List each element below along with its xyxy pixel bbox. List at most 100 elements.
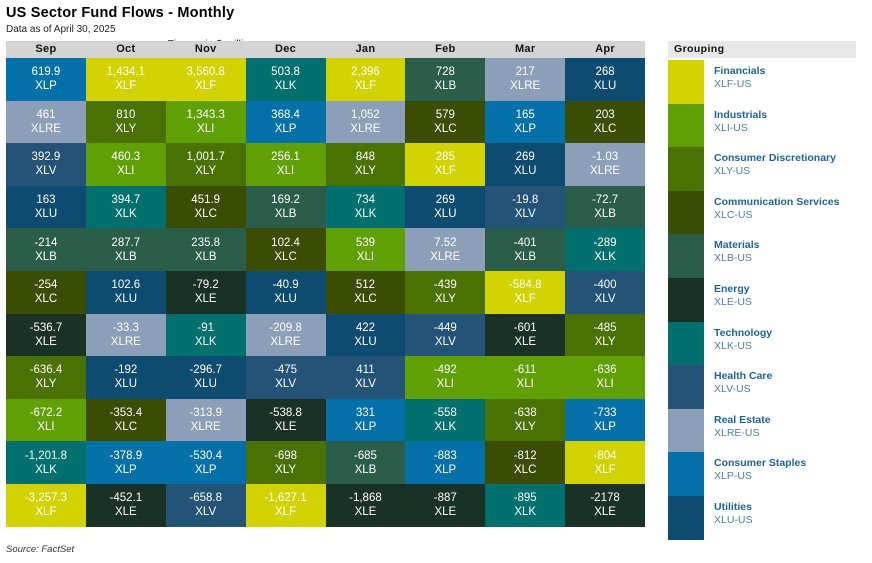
heatmap-cell[interactable]: 102.6 XLU bbox=[85, 270, 166, 314]
heatmap-cell[interactable]: -1,627.1 XLF bbox=[245, 483, 326, 527]
heatmap-cell[interactable]: -296.7 XLU bbox=[165, 356, 246, 399]
heatmap-cell[interactable]: 2,396 XLF bbox=[325, 58, 406, 101]
heatmap-cell[interactable]: -672.2 XLI bbox=[6, 398, 86, 442]
heatmap-cell[interactable]: -658.8 XLV bbox=[165, 483, 246, 527]
heatmap-cell[interactable]: -887 XLE bbox=[405, 483, 486, 527]
heatmap-cell[interactable]: -538.8 XLE bbox=[245, 398, 326, 442]
heatmap-cell[interactable]: 102.4 XLC bbox=[245, 228, 326, 271]
heatmap-cell[interactable]: -79.2 XLE bbox=[165, 270, 246, 314]
legend-item-xlc[interactable]: Communication Services XLC-US bbox=[668, 190, 864, 235]
heatmap-cell[interactable]: 203 XLC bbox=[565, 100, 645, 144]
heatmap-cell[interactable]: -209.8 XLRE bbox=[245, 313, 326, 357]
month-header-dec[interactable]: Dec bbox=[275, 43, 297, 55]
heatmap-cell[interactable]: 422 XLU bbox=[325, 313, 406, 357]
heatmap-cell[interactable]: -584.8 XLF bbox=[485, 270, 566, 314]
heatmap-cell[interactable]: 539 XLI bbox=[325, 228, 406, 271]
heatmap-cell[interactable]: -698 XLY bbox=[245, 441, 326, 484]
legend-item-xlb[interactable]: Materials XLB-US bbox=[668, 234, 864, 278]
heatmap-cell[interactable]: 579 XLC bbox=[405, 100, 486, 144]
heatmap-cell[interactable]: -733 XLP bbox=[565, 398, 645, 442]
heatmap-cell[interactable]: 7.52 XLRE bbox=[405, 228, 486, 271]
heatmap-cell[interactable]: -530.4 XLP bbox=[165, 441, 246, 484]
heatmap-cell[interactable]: -192 XLU bbox=[85, 356, 166, 399]
heatmap-cell[interactable]: 392.9 XLV bbox=[6, 143, 86, 186]
heatmap-cell[interactable]: 268 XLU bbox=[565, 58, 645, 101]
heatmap-cell[interactable]: -485 XLY bbox=[565, 313, 645, 357]
heatmap-cell[interactable]: -313.9 XLRE bbox=[165, 398, 246, 442]
heatmap-cell[interactable]: -40.9 XLU bbox=[245, 270, 326, 314]
heatmap-cell[interactable]: 368.4 XLP bbox=[245, 100, 326, 144]
legend-item-xlu[interactable]: Utilities XLU-US bbox=[668, 495, 864, 540]
heatmap-cell[interactable]: -475 XLV bbox=[245, 356, 326, 399]
heatmap-cell[interactable]: 461 XLRE bbox=[6, 100, 86, 144]
heatmap-cell[interactable]: -638 XLY bbox=[485, 398, 566, 442]
heatmap-cell[interactable]: -895 XLK bbox=[485, 483, 566, 527]
heatmap-cell[interactable]: 411 XLV bbox=[325, 356, 406, 399]
heatmap-cell[interactable]: -214 XLB bbox=[6, 228, 86, 271]
heatmap-cell[interactable]: 169.2 XLB bbox=[245, 185, 326, 229]
heatmap-cell[interactable]: -72.7 XLB bbox=[565, 185, 645, 229]
month-header-apr[interactable]: Apr bbox=[595, 43, 615, 55]
heatmap-cell[interactable]: 728 XLB bbox=[405, 58, 486, 101]
heatmap-cell[interactable]: 1,052 XLRE bbox=[325, 100, 406, 144]
heatmap-cell[interactable]: -685 XLB bbox=[325, 441, 406, 484]
month-header-feb[interactable]: Feb bbox=[435, 43, 456, 55]
heatmap-cell[interactable]: 460.3 XLI bbox=[85, 143, 166, 186]
legend-item-xlv[interactable]: Health Care XLV-US bbox=[668, 365, 864, 409]
heatmap-cell[interactable]: -254 XLC bbox=[6, 270, 86, 314]
heatmap-cell[interactable]: -439 XLY bbox=[405, 270, 486, 314]
month-header-oct[interactable]: Oct bbox=[116, 43, 136, 55]
heatmap-cell[interactable]: -601 XLE bbox=[485, 313, 566, 357]
heatmap-cell[interactable]: 1,343.3 XLI bbox=[165, 100, 246, 144]
heatmap-cell[interactable]: -812 XLC bbox=[485, 441, 566, 484]
heatmap-cell[interactable]: -636 XLI bbox=[565, 356, 645, 399]
heatmap-cell[interactable]: 810 XLY bbox=[85, 100, 166, 144]
heatmap-cell[interactable]: -353.4 XLC bbox=[85, 398, 166, 442]
legend-item-xli[interactable]: Industrials XLI-US bbox=[668, 103, 864, 148]
heatmap-cell[interactable]: -3,257.3 XLF bbox=[6, 483, 86, 527]
heatmap-cell[interactable]: 3,560.8 XLF bbox=[165, 58, 246, 101]
heatmap-cell[interactable]: 165 XLP bbox=[485, 100, 566, 144]
heatmap-cell[interactable]: 503.8 XLK bbox=[245, 58, 326, 101]
legend-item-xle[interactable]: Energy XLE-US bbox=[668, 277, 864, 322]
month-header-nov[interactable]: Nov bbox=[194, 43, 217, 55]
heatmap-cell[interactable]: -91 XLK bbox=[165, 313, 246, 357]
heatmap-cell[interactable]: -611 XLI bbox=[485, 356, 566, 399]
heatmap-cell[interactable]: 287.7 XLB bbox=[85, 228, 166, 271]
month-header-sep[interactable]: Sep bbox=[35, 43, 57, 55]
heatmap-cell[interactable]: 269 XLU bbox=[485, 143, 566, 186]
heatmap-cell[interactable]: 394.7 XLK bbox=[85, 185, 166, 229]
heatmap-cell[interactable]: -19.8 XLV bbox=[485, 185, 566, 229]
legend-item-xly[interactable]: Consumer Discretionary XLY-US bbox=[668, 147, 864, 191]
heatmap-cell[interactable]: 331 XLP bbox=[325, 398, 406, 442]
heatmap-cell[interactable]: 848 XLY bbox=[325, 143, 406, 186]
heatmap-cell[interactable]: -449 XLV bbox=[405, 313, 486, 357]
heatmap-cell[interactable]: -289 XLK bbox=[565, 228, 645, 271]
heatmap-cell[interactable]: -558 XLK bbox=[405, 398, 486, 442]
heatmap-cell[interactable]: -1,201.8 XLK bbox=[6, 441, 86, 484]
heatmap-cell[interactable]: -536.7 XLE bbox=[6, 313, 86, 357]
heatmap-cell[interactable]: -401 XLB bbox=[485, 228, 566, 271]
heatmap-cell[interactable]: -883 XLP bbox=[405, 441, 486, 484]
month-header-jan[interactable]: Jan bbox=[355, 43, 376, 55]
heatmap-cell[interactable]: -2178 XLE bbox=[565, 483, 645, 527]
heatmap-cell[interactable]: 1,001.7 XLY bbox=[165, 143, 246, 186]
heatmap-cell[interactable]: 451.9 XLC bbox=[165, 185, 246, 229]
heatmap-cell[interactable]: -636.4 XLY bbox=[6, 356, 86, 399]
month-header-mar[interactable]: Mar bbox=[514, 43, 536, 55]
heatmap-cell[interactable]: -33.3 XLRE bbox=[85, 313, 166, 357]
heatmap-cell[interactable]: 163 XLU bbox=[6, 185, 86, 229]
legend-item-xlk[interactable]: Technology XLK-US bbox=[668, 321, 864, 366]
heatmap-cell[interactable]: 269 XLU bbox=[405, 185, 486, 229]
heatmap-cell[interactable]: -452.1 XLE bbox=[85, 483, 166, 527]
heatmap-cell[interactable]: -1.03 XLRE bbox=[565, 143, 645, 186]
heatmap-cell[interactable]: -492 XLI bbox=[405, 356, 486, 399]
heatmap-cell[interactable]: -1,868 XLE bbox=[325, 483, 406, 527]
heatmap-cell[interactable]: -378.9 XLP bbox=[85, 441, 166, 484]
heatmap-cell[interactable]: 285 XLF bbox=[405, 143, 486, 186]
heatmap-cell[interactable]: 235.8 XLB bbox=[165, 228, 246, 271]
heatmap-cell[interactable]: -804 XLF bbox=[565, 441, 645, 484]
heatmap-cell[interactable]: 512 XLC bbox=[325, 270, 406, 314]
heatmap-cell[interactable]: -400 XLV bbox=[565, 270, 645, 314]
legend-item-xlf[interactable]: Financials XLF-US bbox=[668, 60, 864, 104]
